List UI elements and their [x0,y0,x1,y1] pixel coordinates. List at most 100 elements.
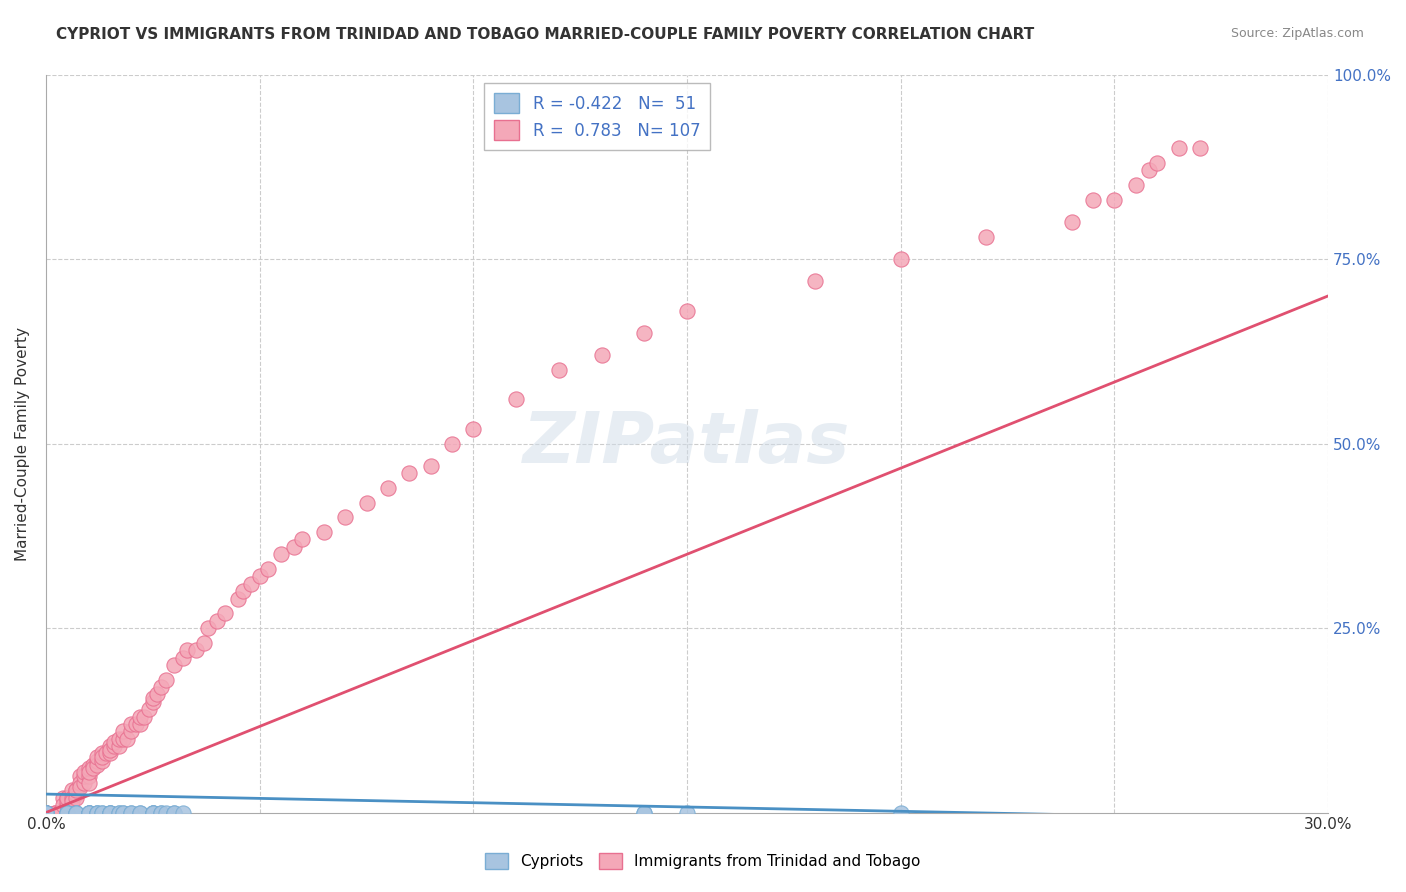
Point [48,805,70,820]
Point [142,805,165,820]
Point [44,805,66,820]
Point [35,805,58,820]
Point [65,783,87,797]
Point [86,805,108,820]
Point [111,805,134,820]
Point [90,747,112,761]
Point [312,525,335,540]
Point [69,769,91,783]
Point [120,717,142,731]
Point [48,805,70,820]
Point [633,805,655,820]
Point [150,805,173,820]
Point [52,790,75,805]
Point [129,709,152,723]
Point [35,805,58,820]
Point [633,326,655,340]
Point [86,757,108,772]
Point [377,481,399,495]
Point [56,805,79,820]
Point [142,695,165,709]
Point [77,805,100,820]
Point [804,274,827,288]
Point [56,790,79,805]
Point [214,607,236,621]
Point [86,805,108,820]
Point [65,783,87,797]
Point [98,805,121,820]
Point [98,805,121,820]
Point [35,805,58,820]
Point [103,739,125,753]
Point [150,805,173,820]
Point [155,805,177,820]
Point [98,743,121,757]
Point [60,783,83,797]
Point [77,805,100,820]
Point [591,348,613,362]
Point [129,805,152,820]
Point [176,643,198,657]
Point [205,614,228,628]
Point [35,805,58,820]
Point [1188,141,1211,155]
Point [98,805,121,820]
Point [333,510,356,524]
Point [111,724,134,739]
Point [1081,193,1104,207]
Point [65,805,87,820]
Point [56,795,79,809]
Point [56,805,79,820]
Point [184,643,207,657]
Point [56,805,79,820]
Point [73,776,96,790]
Point [35,805,58,820]
Point [65,805,87,820]
Point [60,790,83,805]
Point [142,805,165,820]
Point [283,540,305,554]
Point [111,805,134,820]
Point [111,731,134,746]
Point [1167,141,1189,155]
Point [35,805,58,820]
Point [120,805,142,820]
Point [1125,178,1147,193]
Point [547,362,569,376]
Legend: Cypriots, Immigrants from Trinidad and Tobago: Cypriots, Immigrants from Trinidad and T… [479,847,927,875]
Point [463,422,485,436]
Point [107,731,129,746]
Point [142,805,165,820]
Point [86,805,108,820]
Point [90,750,112,764]
Point [56,790,79,805]
Point [98,739,121,753]
Point [35,805,58,820]
Point [232,584,254,599]
Point [35,805,58,820]
Point [82,757,104,772]
Point [69,776,91,790]
Point [163,805,186,820]
Point [419,458,441,473]
Point [35,805,58,820]
Point [35,805,58,820]
Point [56,798,79,813]
Point [98,805,121,820]
Point [257,562,280,576]
Point [125,717,148,731]
Point [1146,156,1168,170]
Text: Source: ZipAtlas.com: Source: ZipAtlas.com [1230,27,1364,40]
Point [172,650,194,665]
Point [35,805,58,820]
Legend: R = -0.422   N=  51, R =  0.783   N= 107: R = -0.422 N= 51, R = 0.783 N= 107 [484,83,710,150]
Point [291,533,314,547]
Point [86,754,108,768]
Point [44,805,66,820]
Point [77,776,100,790]
Point [35,805,58,820]
Point [56,805,79,820]
Y-axis label: Married-Couple Family Poverty: Married-Couple Family Poverty [15,326,30,560]
Point [138,702,160,716]
Point [134,709,156,723]
